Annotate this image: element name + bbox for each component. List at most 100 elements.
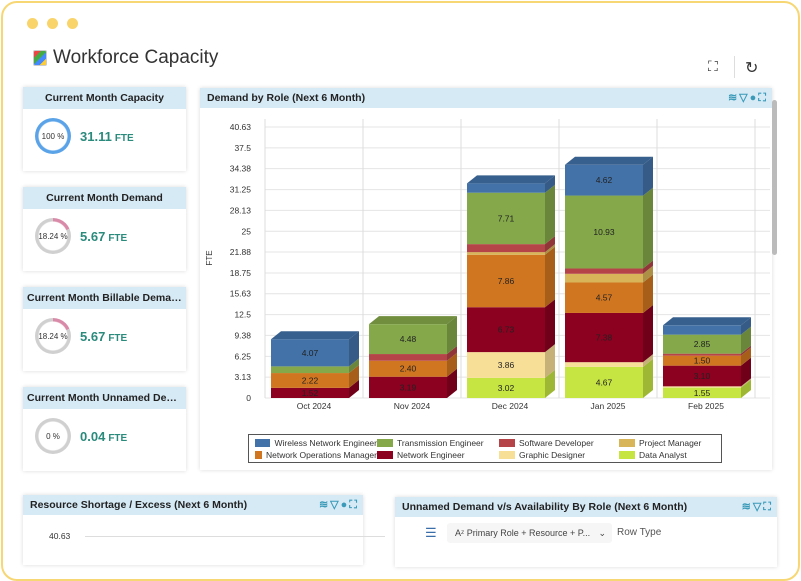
more-icon[interactable]: ● bbox=[749, 92, 757, 104]
bar-segment[interactable] bbox=[565, 366, 643, 398]
data-label: 4.48 bbox=[400, 334, 417, 344]
chart-legend: Wireless Network Engineer Transmission En… bbox=[248, 434, 722, 463]
bar-segment[interactable] bbox=[663, 365, 741, 387]
legend-item[interactable]: Data Analyst bbox=[619, 449, 729, 461]
data-label: 7.71 bbox=[498, 213, 515, 223]
bar-side bbox=[447, 316, 457, 355]
layers-icon[interactable]: ≋ bbox=[318, 499, 329, 511]
bar-segment[interactable] bbox=[565, 164, 643, 196]
bar-segment[interactable] bbox=[663, 353, 741, 356]
fte-value: 31.11 FTE bbox=[80, 129, 134, 144]
bar-segment[interactable] bbox=[271, 339, 349, 367]
demand-chart: 0 3.13 6.25 9.38 12.5 15.63 18.75 21.88 25 28.13 3… bbox=[205, 119, 770, 411]
layers-icon[interactable]: ≋ bbox=[741, 501, 751, 513]
bar-segment[interactable] bbox=[663, 387, 741, 398]
bar-segment[interactable] bbox=[467, 183, 545, 193]
percent-label: 18.24 % bbox=[38, 331, 68, 341]
fte-unit: FTE bbox=[108, 233, 128, 244]
row-sort-icon[interactable]: ☰ bbox=[425, 525, 437, 540]
legend-item[interactable]: Transmission Engineer bbox=[377, 437, 499, 449]
x-tick-label: Oct 2024 bbox=[297, 401, 332, 411]
more-icon[interactable]: ● bbox=[340, 499, 348, 511]
legend-item[interactable]: Software Developer bbox=[499, 437, 619, 449]
y-tick-label: 34.38 bbox=[230, 164, 252, 174]
legend-item[interactable]: Network Engineer bbox=[377, 449, 499, 461]
legend-swatch bbox=[499, 439, 515, 447]
filter-icon[interactable]: ▽ bbox=[330, 499, 339, 511]
bar-side bbox=[643, 354, 653, 367]
data-label: 7.86 bbox=[498, 276, 515, 286]
legend-item[interactable]: Wireless Network Engineer bbox=[255, 437, 377, 449]
legend-label: Network Engineer bbox=[397, 450, 465, 460]
layers-icon[interactable]: ≋ bbox=[727, 92, 738, 104]
y-tick-label: 28.13 bbox=[230, 205, 252, 215]
data-label: 6.73 bbox=[498, 325, 515, 335]
bar-segment[interactable] bbox=[271, 373, 349, 388]
bar-side bbox=[349, 379, 359, 398]
bar-segment[interactable] bbox=[467, 377, 545, 398]
legend-label: Project Manager bbox=[639, 438, 702, 448]
refresh-icon[interactable]: ↻ bbox=[745, 60, 759, 77]
percent-ring: 100 % bbox=[35, 118, 71, 154]
expand-icon[interactable]: ⛶ bbox=[708, 58, 718, 74]
divider bbox=[734, 56, 735, 78]
bar-segment[interactable] bbox=[663, 355, 741, 366]
filter-icon[interactable]: ▽ bbox=[752, 501, 762, 513]
legend-label: Transmission Engineer bbox=[397, 438, 484, 448]
bar-side bbox=[545, 299, 555, 353]
card-title: Current Month Capacity bbox=[23, 87, 186, 109]
legend-swatch bbox=[377, 439, 393, 447]
bar-side bbox=[447, 346, 457, 361]
bar-segment[interactable] bbox=[565, 362, 643, 367]
fte-number: 5.67 bbox=[80, 329, 106, 344]
legend-item[interactable]: Network Operations Manager bbox=[255, 449, 377, 461]
x-tick-label: Dec 2024 bbox=[492, 401, 529, 411]
bar-segment[interactable] bbox=[565, 195, 643, 269]
expand-icon[interactable]: ⛶ bbox=[758, 92, 766, 104]
filter-icon[interactable]: ▽ bbox=[739, 92, 748, 104]
bar-segment[interactable] bbox=[369, 324, 447, 355]
bar-segment[interactable] bbox=[467, 254, 545, 308]
expand-icon[interactable]: ⛶ bbox=[349, 499, 357, 511]
bar-segment[interactable] bbox=[467, 307, 545, 353]
y-tick-label: 0 bbox=[246, 393, 251, 403]
expand-icon[interactable]: ⛶ bbox=[763, 501, 771, 513]
bar-segment[interactable] bbox=[467, 192, 545, 245]
x-tick-label: Feb 2025 bbox=[688, 401, 724, 411]
percent-ring: 18.24 % bbox=[35, 318, 71, 354]
bar-side bbox=[545, 184, 555, 245]
bar-segment[interactable] bbox=[467, 252, 545, 255]
data-label: 2.40 bbox=[400, 364, 417, 374]
bar-segment[interactable] bbox=[565, 273, 643, 283]
bar-segment[interactable] bbox=[271, 387, 349, 398]
y-tick-label: 9.38 bbox=[234, 330, 251, 340]
bar-segment[interactable] bbox=[271, 366, 349, 374]
legend-item[interactable]: Project Manager bbox=[619, 437, 729, 449]
percent-label: 18.24 % bbox=[38, 231, 68, 241]
window-dot bbox=[27, 18, 38, 29]
legend-item[interactable]: Graphic Designer bbox=[499, 449, 619, 461]
bar-segment[interactable] bbox=[467, 244, 545, 253]
bar-segment[interactable] bbox=[663, 325, 741, 335]
x-tick-label: Nov 2024 bbox=[394, 401, 431, 411]
bar-segment[interactable] bbox=[369, 360, 447, 377]
bar-side bbox=[545, 369, 555, 398]
bar-segment[interactable] bbox=[565, 282, 643, 313]
group-by-select[interactable]: Aᶻ Primary Role + Resource + P... ⌄ bbox=[447, 523, 612, 543]
scrollbar[interactable] bbox=[772, 100, 777, 255]
bar-segment[interactable] bbox=[369, 376, 447, 398]
data-label: 3.19 bbox=[400, 382, 417, 392]
bar-side bbox=[545, 344, 555, 378]
bar-side bbox=[741, 347, 751, 366]
y-tick-label: 3.13 bbox=[234, 372, 251, 382]
bar-segment[interactable] bbox=[467, 352, 545, 378]
bar-segment[interactable] bbox=[565, 268, 643, 274]
data-label: 2.85 bbox=[694, 339, 711, 349]
bar-segment[interactable] bbox=[663, 334, 741, 354]
bar-segment[interactable] bbox=[663, 386, 741, 388]
fte-number: 31.11 bbox=[80, 129, 112, 144]
fte-unit: FTE bbox=[108, 433, 128, 444]
data-label: 7.38 bbox=[596, 333, 613, 343]
bar-segment[interactable] bbox=[565, 312, 643, 363]
bar-segment[interactable] bbox=[369, 354, 447, 361]
